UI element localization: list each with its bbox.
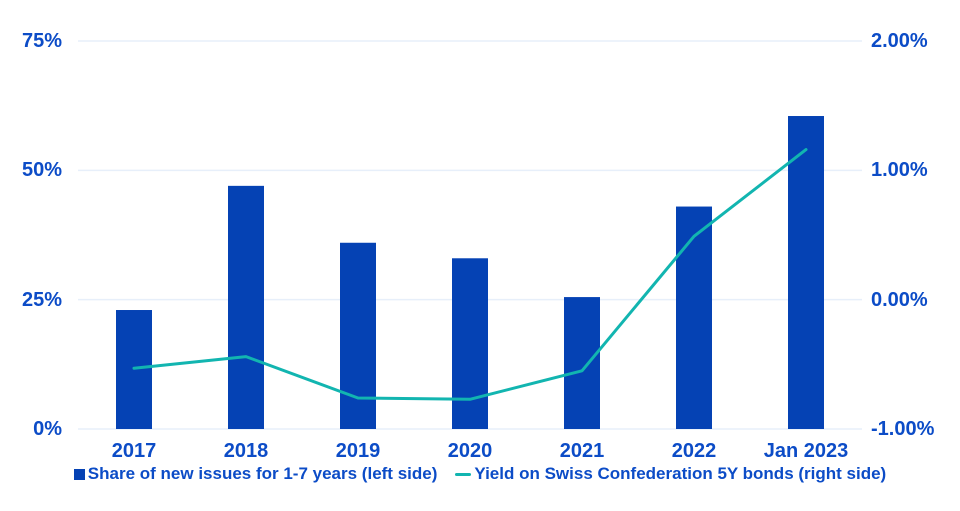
x-axis-label: 2017 — [111, 440, 157, 462]
x-axis-label: 2020 — [447, 440, 493, 462]
bar-2021 — [564, 297, 600, 429]
x-axis-label: 2022 — [671, 440, 717, 462]
right-axis-tick: 2.00% — [871, 30, 928, 52]
line-series-marker-icon — [455, 472, 472, 476]
bar-2020 — [452, 258, 488, 429]
legend: Share of new issues for 1-7 years (left … — [0, 464, 960, 484]
x-axis-label: 2018 — [223, 440, 269, 462]
bar-series-marker-icon — [73, 468, 85, 480]
bar-2022 — [676, 206, 712, 429]
left-axis-tick: 0% — [33, 418, 62, 440]
left-axis-tick: 50% — [21, 159, 62, 182]
legend-label-line-series: Yield on Swiss Confederation 5Y bonds (r… — [474, 464, 887, 483]
left-axis-tick: 75% — [21, 30, 62, 52]
yield-line — [132, 148, 808, 401]
right-axis-tick: -1.00% — [871, 418, 935, 440]
x-axis-label: 2019 — [335, 440, 381, 462]
x-axis-label: 2021 — [559, 440, 605, 462]
right-axis-tick: 0.00% — [871, 288, 928, 311]
x-axis-label: Jan 2023 — [763, 440, 849, 462]
bar-2019 — [340, 242, 376, 429]
bar-jan-2023 — [788, 116, 824, 429]
bar-2018 — [228, 185, 264, 429]
legend-item-bar-series: Share of new issues for 1-7 years (left … — [73, 464, 438, 484]
legend-item-line-series: Yield on Swiss Confederation 5Y bonds (r… — [455, 464, 886, 484]
left-axis-tick: 25% — [21, 288, 62, 311]
legend-label-bar-series: Share of new issues for 1-7 years (left … — [87, 464, 438, 483]
right-axis-tick: 1.00% — [871, 159, 928, 182]
